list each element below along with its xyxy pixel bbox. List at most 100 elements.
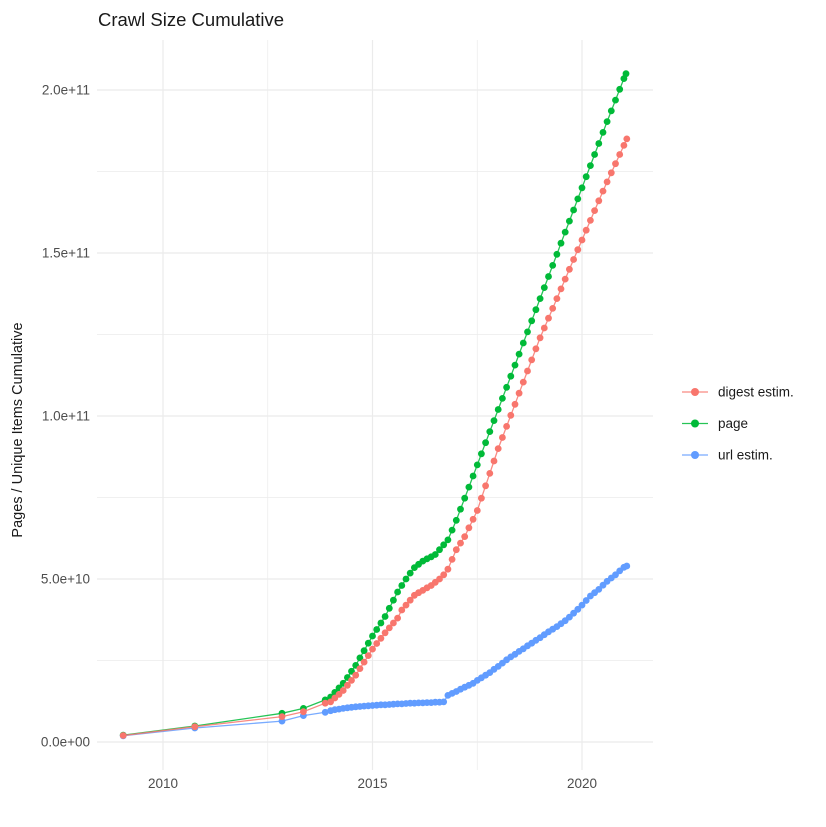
data-point-digest-estim [402,601,410,609]
y-tick-label: 0.0e+00 [41,735,90,750]
data-point-page [369,632,376,640]
data-point-page [536,295,544,302]
legend-item-url-estim: url estim. [682,448,773,463]
data-point-digest-estim [348,677,355,684]
series-layer [119,70,631,740]
data-point-page [561,228,569,236]
data-point-page [566,217,573,225]
data-point-digest-estim [440,571,448,579]
data-point-page [482,439,489,447]
data-point-digest-estim [519,378,527,386]
data-point-page [540,284,548,291]
data-point-page [394,588,401,596]
data-point-page [373,626,381,633]
data-point-digest-estim [536,334,544,342]
data-point-page [545,273,552,280]
data-point-page [557,239,565,247]
data-point-url-estim [321,708,329,716]
data-point-page [448,526,456,534]
data-point-page [385,604,393,612]
data-point-page [461,494,469,502]
data-point-page [473,461,481,469]
data-point-page [582,173,590,181]
data-point-url-estim [574,605,582,613]
data-point-page [591,151,598,158]
data-point-page [511,361,519,369]
data-point-digest-estim [549,305,557,312]
data-point-url-estim [440,698,448,706]
data-point-page [607,107,615,115]
data-point-url-estim [595,586,603,593]
data-point-digest-estim [436,575,443,583]
legend: digest estim. page url estim. [682,385,794,463]
data-point-page [490,417,498,424]
data-point-page [616,85,624,93]
data-point-digest-estim [540,324,548,332]
data-point-page [499,395,506,402]
data-point-page [364,639,372,647]
data-point-digest-estim [620,142,628,149]
data-point-page [457,505,464,513]
data-point-page [356,654,364,662]
legend-item-label: page [718,416,748,431]
data-point-digest-estim [356,665,364,672]
series-page [119,70,630,739]
data-point-digest-estim [582,226,590,234]
data-point-digest-estim [553,295,561,302]
data-point-digest-estim [511,400,519,408]
legend-key-point-icon [691,388,699,396]
data-point-page [570,206,577,214]
data-point-digest-estim [599,187,607,195]
data-point-digest-estim [278,713,286,720]
data-point-page [574,195,582,203]
data-point-digest-estim [119,732,127,739]
data-point-digest-estim [587,217,594,224]
data-point-digest-estim [381,629,389,637]
data-point-digest-estim [444,565,452,573]
data-point-digest-estim [321,699,329,707]
data-point-digest-estim [566,265,573,273]
data-point-digest-estim [494,445,502,452]
data-point-page [553,250,561,258]
y-tick-label: 1.5e+11 [42,246,90,261]
legend-item-label: digest estim. [718,385,794,400]
data-point-page [549,262,557,269]
data-point-digest-estim [364,652,372,659]
series-digest-estim [119,135,631,739]
legend-item-label: url estim. [718,448,773,463]
x-tick-label: 2010 [148,776,178,791]
data-point-page [469,472,477,480]
data-point-digest-estim [623,135,631,143]
data-point-digest-estim [478,494,485,502]
legend-key-point-icon [691,419,699,428]
data-point-digest-estim [578,236,586,244]
data-point-digest-estim [486,470,494,477]
data-point-page [431,551,439,558]
data-point-digest-estim [377,634,385,642]
data-point-page [507,372,515,380]
data-point-page [612,96,619,104]
y-tick-label: 5.0e+10 [41,572,90,587]
data-point-digest-estim [398,606,406,614]
data-point-page [402,575,410,583]
data-point-page [578,184,586,192]
y-tick-label: 2.0e+11 [42,83,90,98]
data-point-digest-estim [482,482,489,490]
data-point-digest-estim [532,345,540,353]
data-point-digest-estim [385,624,393,632]
data-point-digest-estim [595,197,603,205]
data-point-digest-estim [390,619,397,627]
data-point-digest-estim [352,671,360,679]
data-point-digest-estim [561,275,569,283]
data-point-digest-estim [528,356,536,364]
data-point-page [436,546,443,554]
data-point-page [494,406,502,413]
data-point-digest-estim [406,596,414,604]
data-point-page [390,596,397,604]
x-tick-label: 2020 [567,776,597,791]
data-point-page [440,541,448,549]
data-point-url-estim [578,601,586,609]
data-point-digest-estim [524,367,531,375]
